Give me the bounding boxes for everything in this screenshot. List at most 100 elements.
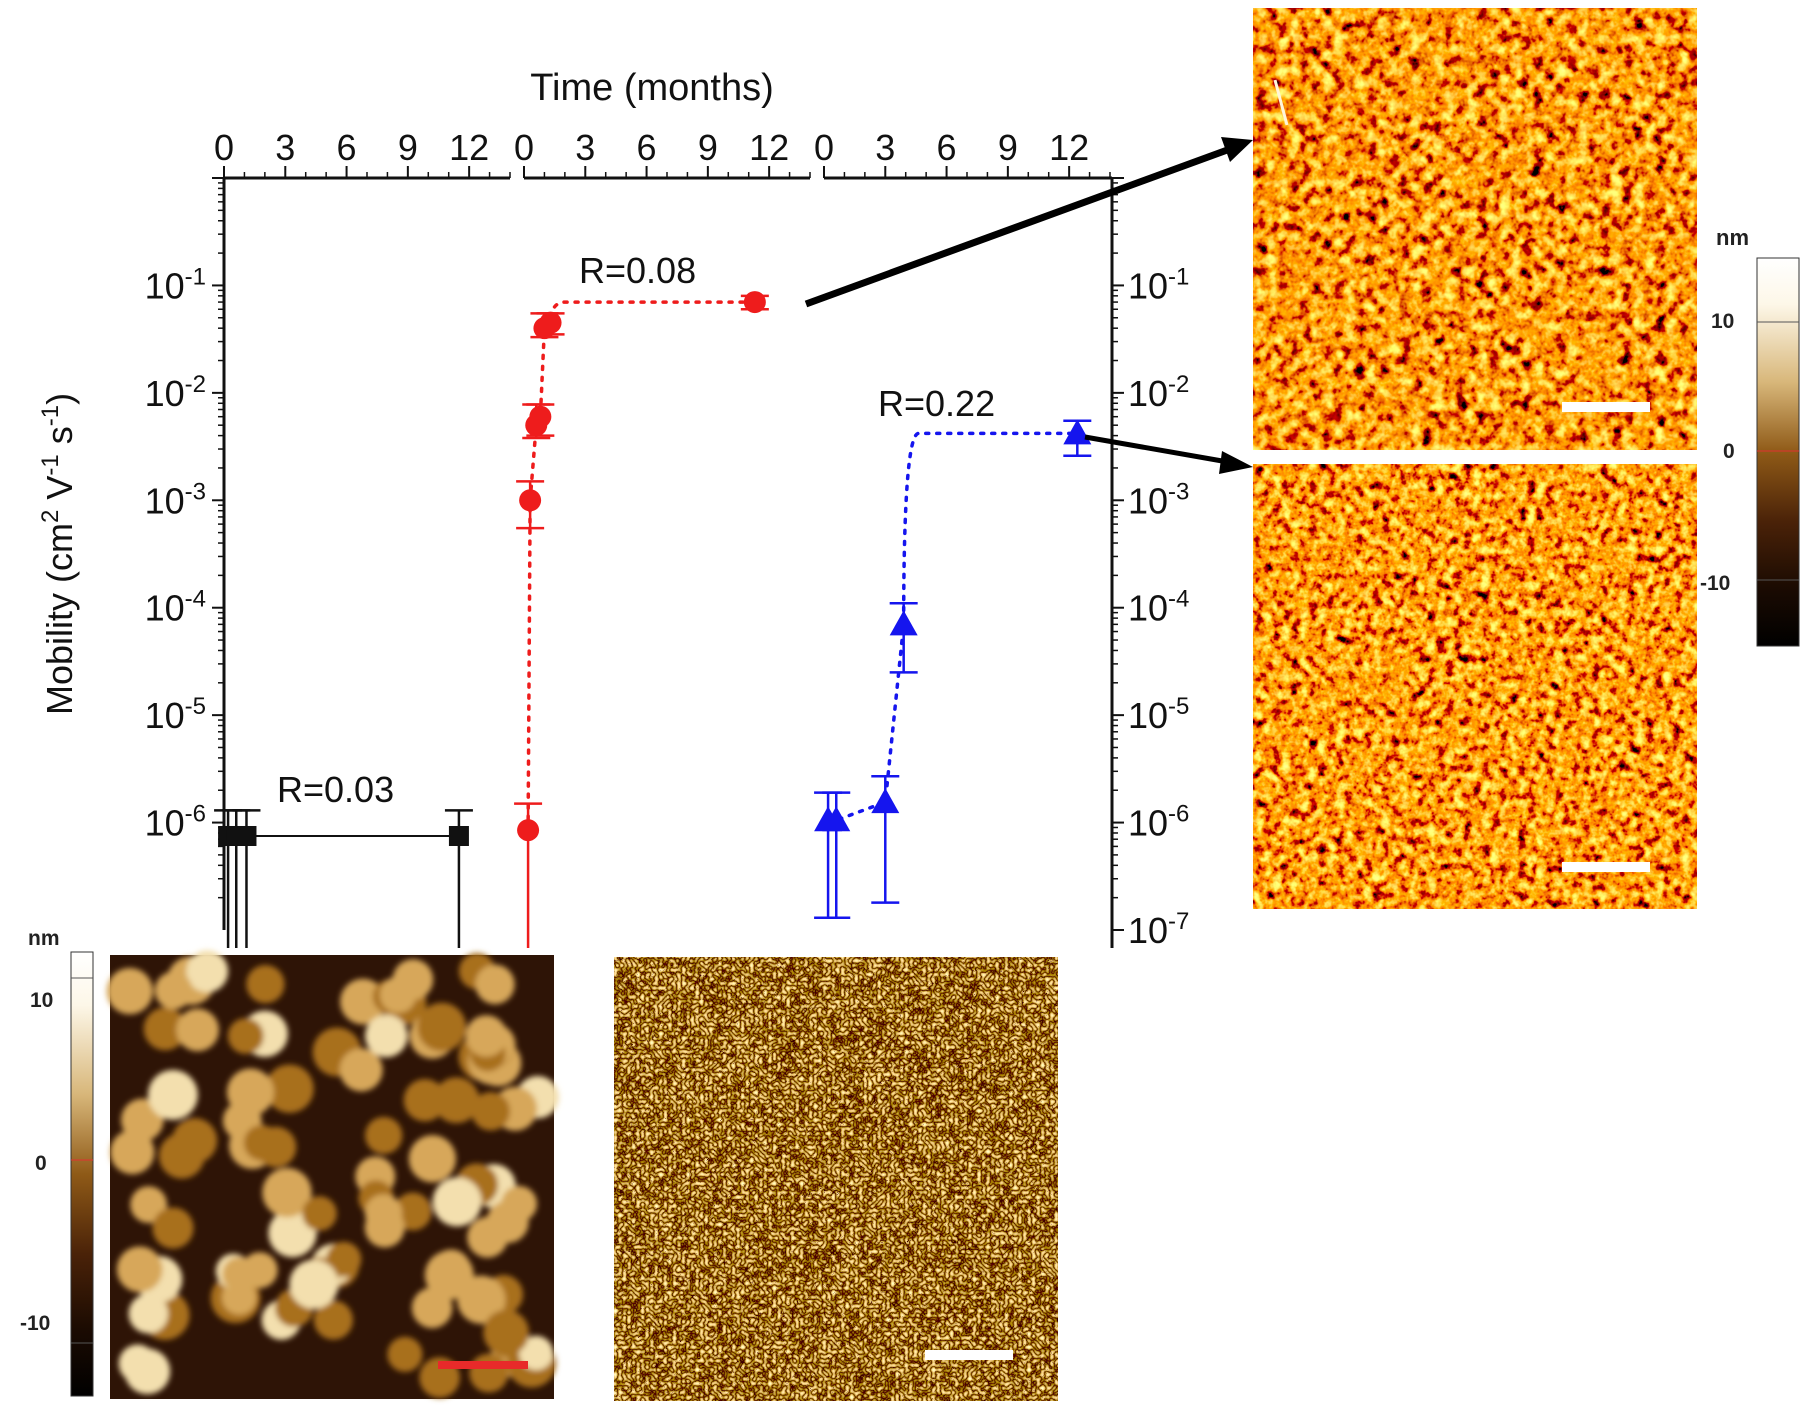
x-tick-label: 0: [214, 127, 234, 168]
y-tick-label-right: 10-1: [1128, 263, 1189, 306]
colorbar-tick-0-top-right: 0: [1723, 440, 1735, 463]
y-tick-label-right: 10-7: [1128, 908, 1189, 951]
data-point-triangle: [889, 610, 918, 636]
afm-particle: [118, 1344, 157, 1383]
scale-bar-top-right: [1562, 402, 1650, 412]
x-tick-label: 6: [637, 127, 657, 168]
series-line-panel-blue: [826, 431, 1080, 823]
data-point-circle: [519, 489, 542, 512]
x-tick-label: 9: [698, 127, 718, 168]
y-tick-label-left: 10-6: [145, 801, 206, 844]
series-panel-blue: [814, 419, 1092, 920]
afm-image-bottom-left: [106, 950, 559, 1399]
afm-particle: [339, 1048, 383, 1092]
colorbar-unit-bottom-left: nm: [28, 927, 60, 950]
afm-particle: [483, 1309, 529, 1356]
colorbar-tick-minus10-top-right: -10: [1700, 572, 1730, 595]
x-tick-label: 9: [998, 127, 1018, 168]
arrow-to-mid-image: [1084, 434, 1229, 465]
afm-particle: [262, 1167, 312, 1218]
data-point-circle: [529, 405, 552, 428]
afm-particle: [313, 1300, 353, 1340]
afm-particle: [106, 968, 153, 1015]
colorbar-tick-minus10-bottom-left: -10: [20, 1312, 50, 1335]
afm-particle: [152, 1207, 194, 1249]
y-tick-label-left: 10-1: [145, 263, 206, 306]
annotation-r-black: R=0.03: [277, 769, 394, 810]
x-tick-label: 0: [514, 127, 534, 168]
afm-particle: [326, 1241, 362, 1277]
series-panel-black: [214, 809, 473, 948]
afm-particle: [365, 1014, 408, 1058]
y-tick-label-right: 10-2: [1128, 371, 1189, 414]
afm-particle: [403, 1078, 447, 1122]
image-gap: [1253, 450, 1697, 464]
colorbar-tick-10-bottom-left: 10: [30, 989, 53, 1012]
y-tick-label-left: 10-2: [145, 371, 206, 414]
x-tick-label: 9: [398, 127, 418, 168]
arrow-head-mid: [1219, 451, 1253, 474]
data-point-square: [448, 825, 469, 846]
afm-particle: [387, 1336, 423, 1372]
scale-bar-mid-right: [1562, 862, 1650, 872]
colorbar-bottom-left: nm 10 0 -10: [20, 927, 94, 1397]
afm-particle: [265, 1064, 314, 1113]
afm-image-mid-right: [1253, 464, 1697, 909]
afm-particle: [433, 1077, 480, 1124]
data-point-triangle: [871, 788, 900, 814]
afm-particle: [431, 1249, 471, 1290]
x-tick-label: 12: [1049, 127, 1089, 168]
y-axis-title: Mobility (cm2 V-1 s-1): [37, 393, 80, 715]
annotation-r-red: R=0.08: [579, 250, 696, 291]
y-tick-label-left: 10-3: [145, 478, 206, 521]
afm-particle: [289, 1259, 339, 1309]
y-tick-label-left: 10-5: [145, 693, 206, 736]
colorbar-tick-10-top-right: 10: [1711, 310, 1734, 333]
afm-particle: [255, 1126, 297, 1168]
arrow-head-top: [1221, 137, 1253, 162]
y-tick-label-right: 10-4: [1128, 586, 1189, 629]
afm-particle: [128, 1293, 169, 1334]
afm-particle: [379, 976, 417, 1014]
afm-particle: [222, 1256, 258, 1292]
data-point-square: [236, 825, 257, 846]
afm-particle: [226, 1068, 275, 1116]
x-axis-title: Time (months): [530, 67, 774, 109]
afm-particle: [147, 1069, 198, 1120]
annotation-r-blue: R=0.22: [878, 383, 995, 424]
x-tick-label: 6: [937, 127, 957, 168]
data-point-triangle: [822, 806, 851, 832]
x-tick-label: 12: [749, 127, 789, 168]
colorbar-top-right: nm 10 0 -10: [1700, 225, 1800, 647]
afm-particle: [130, 1186, 168, 1224]
data-point-triangle: [1063, 419, 1092, 445]
afm-streak: [1273, 79, 1289, 126]
scale-bar-bottom-left: [438, 1361, 528, 1369]
arrow-to-top-image: [804, 145, 1232, 308]
afm-particle: [465, 1015, 508, 1057]
afm-particle: [457, 1275, 506, 1324]
y-tick-label-right: 10-3: [1128, 478, 1189, 521]
afm-particle: [417, 1002, 467, 1052]
series-line-panel-red: [526, 300, 757, 832]
afm-particle: [364, 1207, 405, 1248]
afm-particle: [186, 950, 229, 993]
colorbar-tick-0-bottom-left: 0: [35, 1152, 47, 1175]
colorbar-unit-top-right: nm: [1716, 225, 1749, 250]
afm-particle: [411, 1287, 453, 1329]
y-tick-label-left: 10-4: [145, 586, 206, 629]
x-tick-label: 6: [337, 127, 357, 168]
x-tick-label: 3: [875, 127, 895, 168]
afm-particle: [176, 1008, 219, 1052]
y-tick-label-right: 10-6: [1128, 801, 1189, 844]
afm-particle: [365, 1116, 403, 1155]
afm-particle: [143, 1007, 187, 1051]
data-point-circle: [539, 311, 562, 334]
afm-particle: [475, 964, 515, 1005]
series-panel-red: [514, 291, 769, 948]
x-tick-label: 3: [575, 127, 595, 168]
y-tick-label-right: 10-5: [1128, 693, 1189, 736]
data-point-circle: [517, 819, 540, 842]
afm-particle: [227, 1018, 264, 1054]
